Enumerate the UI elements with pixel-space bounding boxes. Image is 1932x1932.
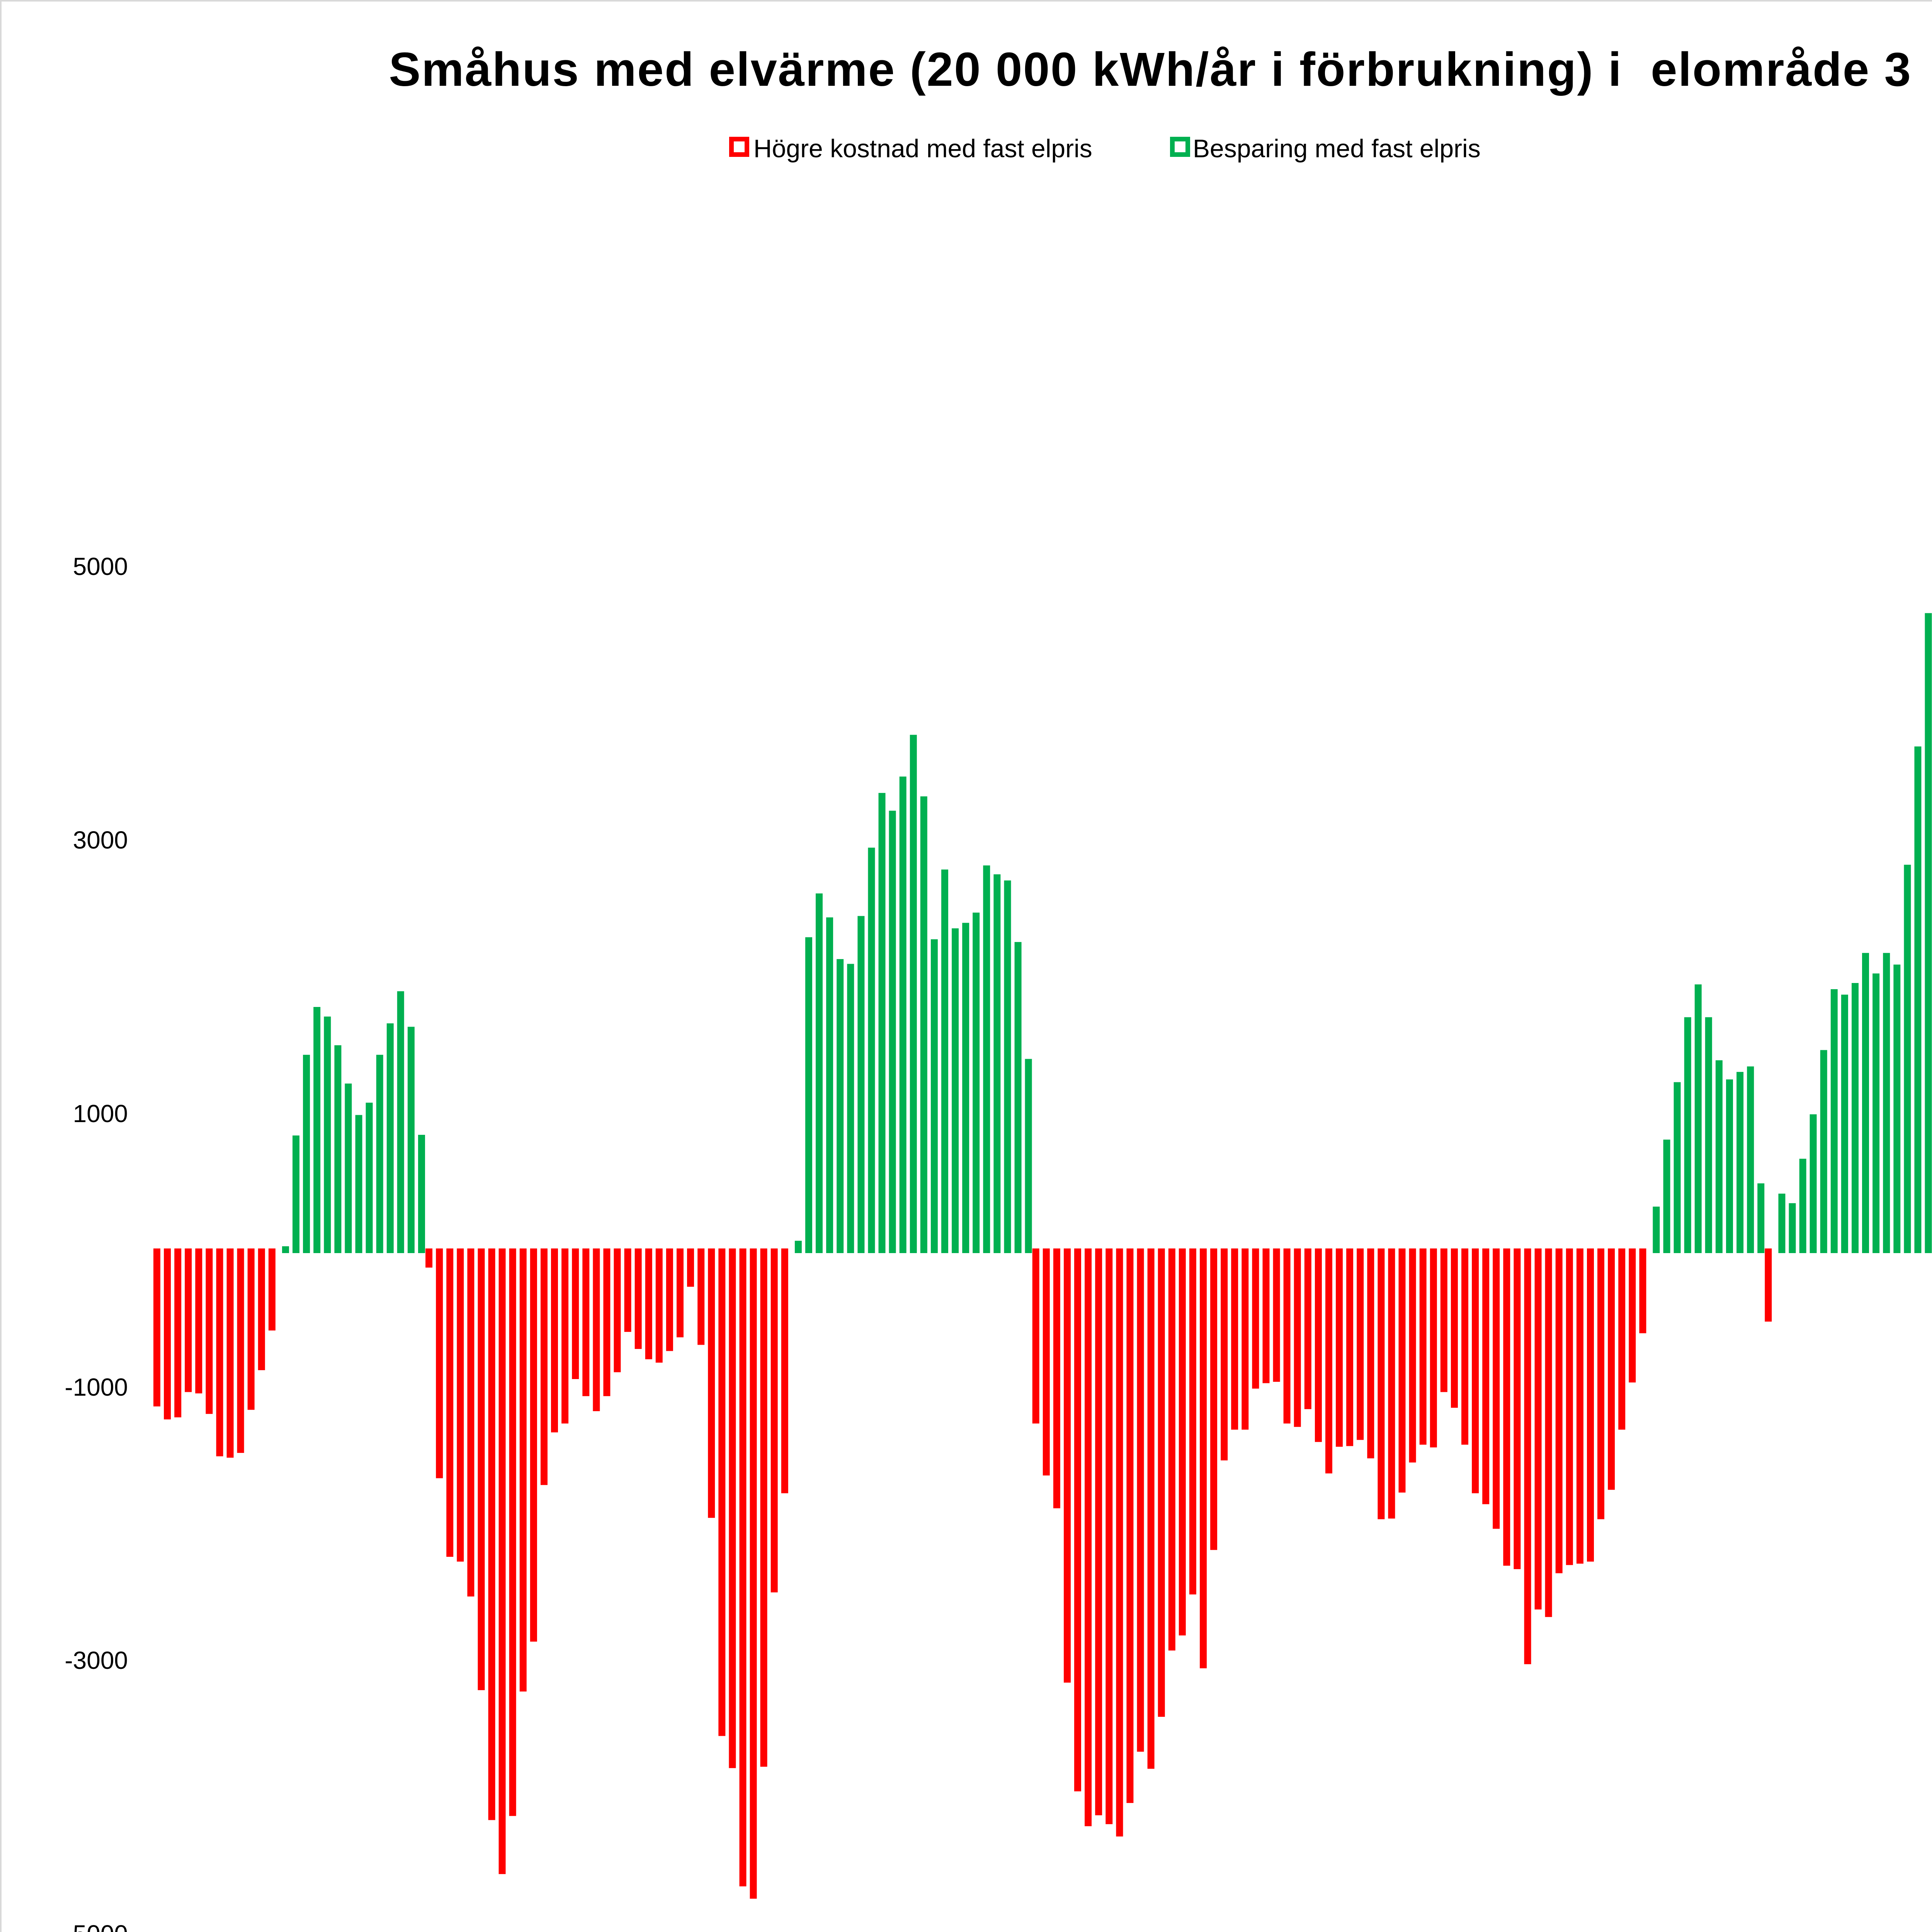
svg-text:-3000: -3000	[65, 1646, 128, 1674]
svg-text:-1000: -1000	[65, 1373, 128, 1401]
svg-text:1000: 1000	[73, 1100, 128, 1128]
svg-text:Högre kostnad med fast elpris: Högre kostnad med fast elpris	[753, 134, 1092, 163]
svg-text:5000: 5000	[73, 553, 128, 580]
svg-text:Besparing med fast elpris: Besparing med fast elpris	[1193, 134, 1481, 163]
svg-text:3000: 3000	[73, 826, 128, 854]
svg-text:Småhus med elvärme (20 000 kWh: Småhus med elvärme (20 000 kWh/år i förb…	[389, 43, 1912, 96]
svg-text:-5000: -5000	[65, 1920, 128, 1932]
